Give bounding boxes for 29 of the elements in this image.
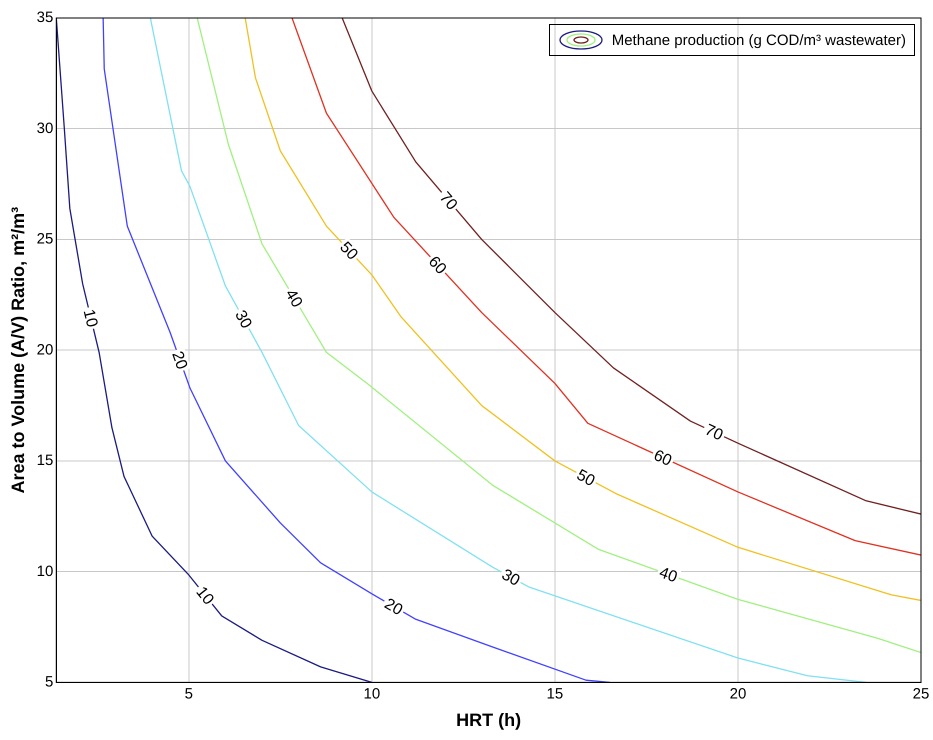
y-tick-label: 35: [36, 9, 54, 26]
x-axis-title: HRT (h): [456, 710, 522, 730]
y-tick-label: 25: [36, 230, 54, 248]
legend-title: Methane production (g COD/m³ wastewater): [612, 32, 906, 48]
text: 50: [574, 466, 598, 490]
text: 50: [336, 238, 361, 264]
y-tick-label: 20: [36, 341, 54, 358]
x-tick-label: 15: [546, 686, 564, 703]
text: 60: [650, 447, 674, 470]
text: 20: [168, 349, 190, 372]
text: 30: [498, 566, 522, 590]
text: 60: [424, 253, 450, 278]
x-tick-label: 25: [912, 686, 930, 703]
y-tick-label: 15: [36, 452, 54, 470]
x-tick-label: 10: [364, 686, 380, 703]
text: 40: [656, 564, 680, 586]
y-tick-label: 30: [36, 120, 54, 137]
text: 40: [282, 286, 306, 311]
x-tick-label: 20: [730, 686, 746, 703]
y-axis-title: Area to Volume (A/V) Ratio, m²/m³: [8, 206, 28, 494]
x-tick-label: 5: [184, 686, 193, 703]
text: 20: [381, 596, 406, 620]
y-tick-label: 10: [36, 562, 54, 580]
text: 70: [702, 422, 726, 444]
y-tick-label: 5: [44, 674, 54, 691]
text: 30: [231, 308, 255, 332]
text: 70: [436, 189, 460, 214]
text: 10: [192, 584, 217, 608]
text: 10: [80, 308, 100, 329]
